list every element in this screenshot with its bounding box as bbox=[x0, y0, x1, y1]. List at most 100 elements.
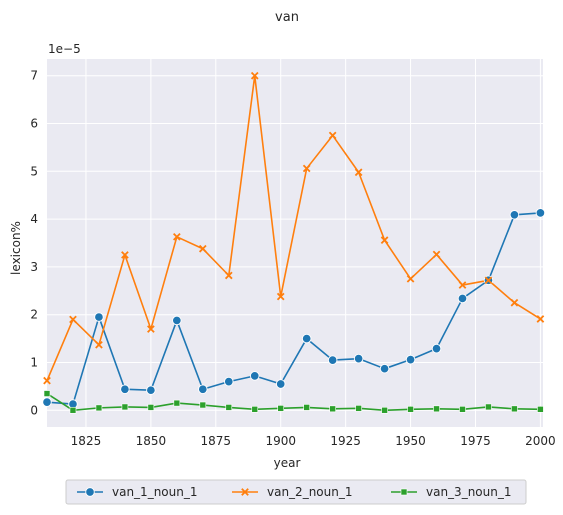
data-point-van_2_noun_1 bbox=[484, 276, 493, 285]
data-point-van_3_noun_1 bbox=[43, 390, 51, 397]
x-marker-stroke bbox=[380, 236, 389, 244]
data-point-van_1_noun_1 bbox=[301, 333, 312, 344]
data-point-van_3_noun_1 bbox=[459, 406, 466, 413]
data-point-van_3_noun_1 bbox=[303, 404, 310, 411]
legend-box bbox=[65, 479, 527, 505]
x-marker-stroke bbox=[173, 232, 181, 241]
data-point-van_2_noun_1 bbox=[328, 131, 337, 140]
x-tick-label: 1925 bbox=[330, 434, 361, 448]
data-point-van_1_noun_1 bbox=[457, 293, 468, 304]
data-point-van_1_noun_1 bbox=[224, 376, 234, 387]
legend-label: van_3_noun_1 bbox=[426, 485, 512, 499]
data-point-van_2_noun_1 bbox=[198, 244, 207, 253]
data-point-van_1_noun_1 bbox=[42, 397, 52, 407]
x-marker-stroke bbox=[484, 276, 493, 285]
x-marker-stroke bbox=[458, 281, 467, 289]
data-point-van_2_noun_1 bbox=[43, 376, 51, 385]
legend-marker bbox=[400, 488, 408, 496]
data-point-van_1_noun_1 bbox=[327, 355, 338, 365]
data-point-van_2_noun_1 bbox=[69, 315, 77, 324]
data-point-van_3_noun_1 bbox=[355, 405, 362, 412]
y-axis-label: lexicon% bbox=[9, 221, 23, 275]
data-point-van_1_noun_1 bbox=[431, 343, 442, 354]
data-point-van_1_noun_1 bbox=[405, 354, 416, 365]
x-tick-label: 1900 bbox=[265, 434, 296, 448]
legend-marker bbox=[241, 488, 249, 496]
legend: van_1_noun_1 van_2_noun_1 van_3_noun_1 bbox=[65, 479, 527, 505]
data-point-van_2_noun_1 bbox=[276, 292, 285, 301]
data-point-van_3_noun_1 bbox=[381, 406, 388, 414]
y-tick-label: 4 bbox=[30, 212, 38, 226]
y-tick-label: 1 bbox=[30, 355, 38, 369]
data-point-van_2_noun_1 bbox=[432, 250, 441, 259]
data-point-van_1_noun_1 bbox=[379, 363, 390, 374]
data-point-van_2_noun_1 bbox=[121, 251, 129, 259]
x-tick-label: 1950 bbox=[395, 434, 426, 448]
x-marker-stroke bbox=[241, 488, 249, 496]
legend-marker bbox=[85, 487, 95, 497]
data-point-van_2_noun_1 bbox=[406, 275, 415, 283]
chart-title: van bbox=[275, 10, 299, 25]
data-point-van_3_noun_1 bbox=[251, 406, 259, 413]
y-tick-label: 3 bbox=[30, 260, 38, 274]
data-point-van_3_noun_1 bbox=[225, 404, 233, 411]
x-marker-stroke bbox=[432, 250, 441, 259]
data-point-van_1_noun_1 bbox=[509, 210, 520, 220]
data-point-van_2_noun_1 bbox=[173, 232, 181, 241]
x-marker-stroke bbox=[43, 376, 51, 385]
data-point-van_2_noun_1 bbox=[380, 236, 389, 244]
data-point-van_2_noun_1 bbox=[224, 271, 233, 280]
y-tick-label: 6 bbox=[30, 117, 38, 131]
data-point-van_2_noun_1 bbox=[302, 164, 311, 173]
data-point-van_3_noun_1 bbox=[69, 406, 77, 414]
data-point-van_1_noun_1 bbox=[198, 384, 208, 394]
data-point-van_3_noun_1 bbox=[147, 404, 155, 411]
legend-item-van_3_noun_1: van_3_noun_1 bbox=[391, 485, 512, 499]
data-point-van_3_noun_1 bbox=[95, 404, 103, 412]
x-tick-label: 1975 bbox=[460, 434, 491, 448]
x-marker-stroke bbox=[198, 244, 207, 253]
x-marker-stroke bbox=[510, 298, 519, 307]
data-point-van_1_noun_1 bbox=[249, 371, 260, 381]
x-marker-stroke bbox=[121, 251, 129, 259]
y-tick-label: 5 bbox=[30, 164, 38, 178]
series-line-van_3_noun_1 bbox=[46, 392, 541, 412]
legend-item-van_2_noun_1: van_2_noun_1 bbox=[232, 485, 353, 499]
data-point-van_1_noun_1 bbox=[275, 379, 286, 389]
x-marker-stroke bbox=[224, 271, 233, 280]
data-point-van_3_noun_1 bbox=[199, 401, 207, 409]
x-axis-label: year bbox=[274, 456, 301, 470]
data-point-van_1_noun_1 bbox=[535, 208, 546, 218]
data-point-van_2_noun_1 bbox=[95, 340, 103, 349]
x-tick-label: 2000 bbox=[525, 434, 556, 448]
x-marker-stroke bbox=[328, 131, 337, 140]
legend-item-van_1_noun_1: van_1_noun_1 bbox=[77, 485, 198, 499]
x-marker-stroke bbox=[354, 168, 363, 177]
x-marker-stroke bbox=[95, 340, 103, 349]
x-marker-stroke bbox=[69, 315, 77, 324]
series-line-van_2_noun_1 bbox=[46, 74, 541, 381]
data-point-van_3_noun_1 bbox=[407, 406, 414, 413]
y-axis-multiplier: 1e−5 bbox=[48, 42, 81, 56]
data-point-van_2_noun_1 bbox=[250, 71, 259, 80]
plot-area: 1825 1850 1875 1900 1925 1950 1975 2000 0 1 2 3 4 5 6 7 bbox=[30, 59, 556, 448]
x-marker-stroke bbox=[536, 315, 545, 323]
data-point-van_3_noun_1 bbox=[173, 399, 181, 407]
data-point-van_1_noun_1 bbox=[120, 384, 130, 394]
x-tick-label: 1850 bbox=[136, 434, 167, 448]
data-point-van_2_noun_1 bbox=[458, 281, 467, 289]
y-tick-label: 7 bbox=[30, 69, 38, 83]
legend-label: van_2_noun_1 bbox=[267, 485, 353, 499]
x-tick-label: 1875 bbox=[201, 434, 232, 448]
data-point-van_3_noun_1 bbox=[121, 403, 129, 411]
y-tick-label: 0 bbox=[30, 403, 38, 417]
x-marker-stroke bbox=[250, 71, 259, 80]
y-tick-label: 2 bbox=[30, 308, 38, 322]
plot-background bbox=[47, 59, 543, 427]
x-marker-stroke bbox=[276, 292, 285, 301]
data-point-van_2_noun_1 bbox=[354, 168, 363, 177]
data-point-van_1_noun_1 bbox=[172, 315, 182, 326]
data-point-van_3_noun_1 bbox=[329, 405, 336, 413]
